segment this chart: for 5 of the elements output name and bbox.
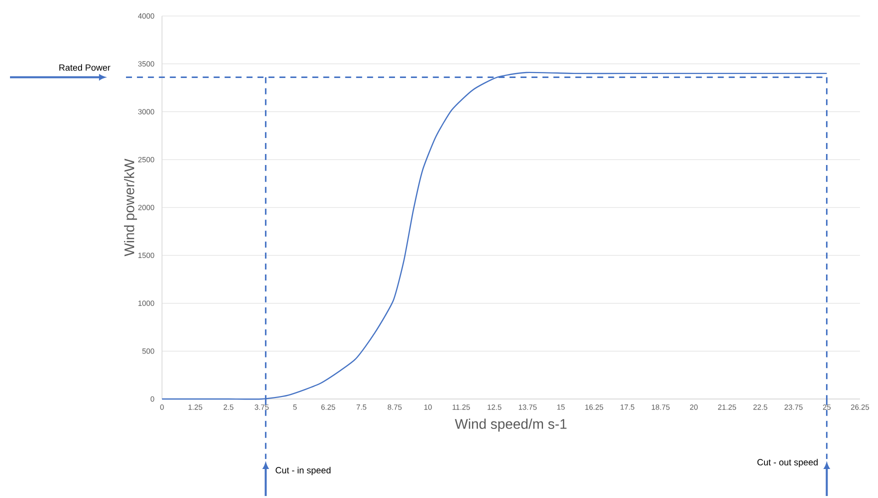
ref-line-label: Rated Power — [59, 64, 110, 71]
y-axis-title: Wind power/kW — [124, 158, 138, 256]
legend-label: Cut - in speed — [276, 466, 330, 476]
ref-line-label: Cut - out speed — [757, 458, 818, 468]
x-axis-title: Wind speed/m s-1 — [454, 418, 567, 432]
